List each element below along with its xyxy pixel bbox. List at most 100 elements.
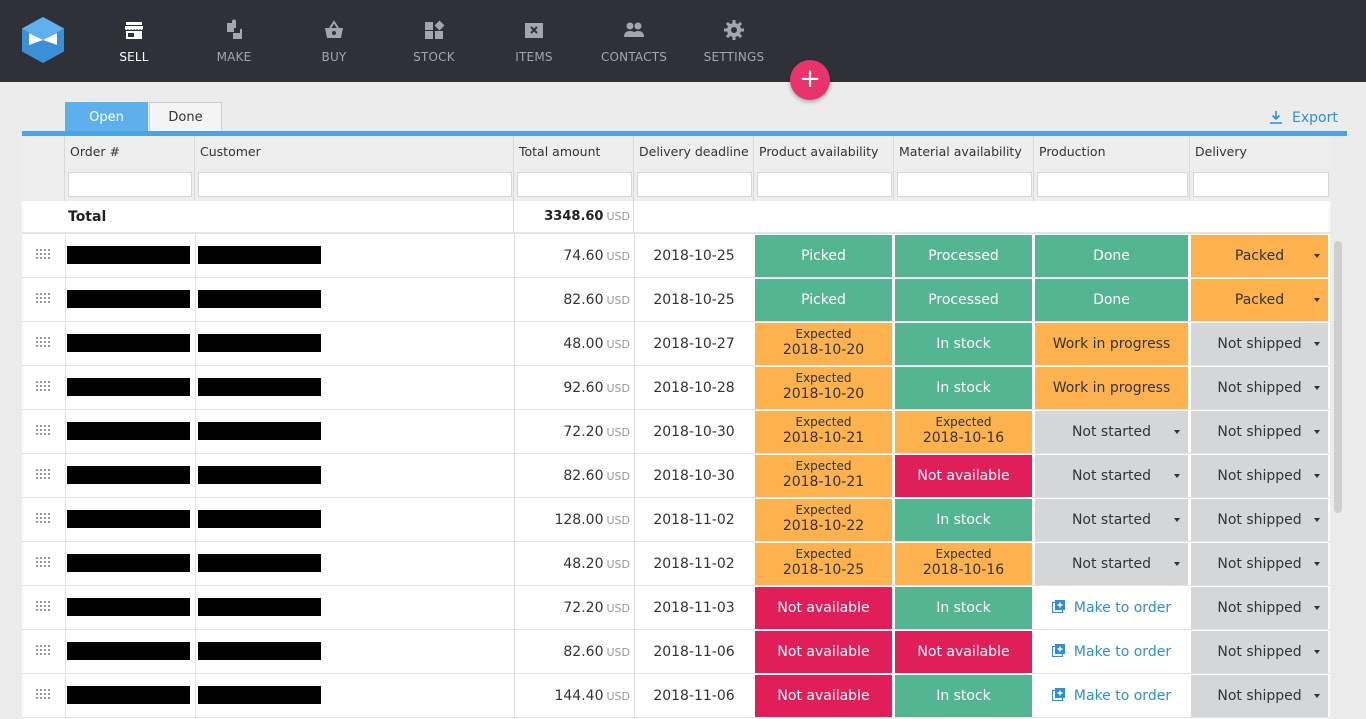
chevron-down-icon[interactable] [1314,342,1320,346]
material-availability-filter-input[interactable] [897,172,1032,197]
delivery-status-cell[interactable]: Packed [1191,279,1328,321]
drag-handle-icon[interactable] [36,469,52,481]
material-availability-cell[interactable]: Processed [895,235,1032,277]
production-status-cell[interactable]: Not started [1035,499,1188,541]
production-status-cell[interactable]: Make to order [1035,631,1188,673]
drag-handle-icon[interactable] [36,337,52,349]
table-row[interactable]: 48.00 USD 2018-10-27 Expected 2018-10-20 In s… [22,322,1330,366]
product-availability-cell[interactable]: Expected 2018-10-22 [755,499,892,541]
redacted-customer-name[interactable] [198,246,321,264]
delivery-status-cell[interactable]: Not shipped [1191,499,1328,541]
table-row[interactable]: 92.60 USD 2018-10-28 Expected 2018-10-20 In s… [22,366,1330,410]
product-availability-cell[interactable]: Not available [755,675,892,717]
table-row[interactable]: 72.20 USD 2018-10-30 Expected 2018-10-21 Expe… [22,410,1330,454]
delivery-filter-input[interactable] [1193,172,1329,197]
column-title-total-amount[interactable]: Total amount [519,144,601,159]
redacted-customer-name[interactable] [198,466,321,484]
production-status-cell[interactable]: Not started [1035,543,1188,585]
delivery-status-cell[interactable]: Not shipped [1191,367,1328,409]
chevron-down-icon[interactable] [1314,606,1320,610]
redacted-customer-name[interactable] [198,334,321,352]
nav-item-buy[interactable]: BUY [284,0,384,82]
chevron-down-icon[interactable] [1314,562,1320,566]
table-row[interactable]: 82.60 USD 2018-10-30 Expected 2018-10-21 Not … [22,454,1330,498]
product-availability-cell[interactable]: Picked [755,235,892,277]
nav-item-stock[interactable]: STOCK [384,0,484,82]
add-new-button[interactable]: + [790,60,830,100]
material-availability-cell[interactable]: Not available [895,631,1032,673]
redacted-order-number[interactable] [67,554,190,572]
material-availability-cell[interactable]: Not available [895,455,1032,497]
delivery-status-cell[interactable]: Packed [1191,235,1328,277]
chevron-down-icon[interactable] [1174,430,1180,434]
redacted-customer-name[interactable] [198,554,321,572]
redacted-customer-name[interactable] [198,378,321,396]
total-amount-filter-input[interactable] [517,172,632,197]
product-availability-cell[interactable]: Picked [755,279,892,321]
chevron-down-icon[interactable] [1314,694,1320,698]
chevron-down-icon[interactable] [1314,650,1320,654]
redacted-customer-name[interactable] [198,290,321,308]
table-row[interactable]: 72.20 USD 2018-11-03 Not available In stock M… [22,586,1330,630]
production-status-cell[interactable]: Work in progress [1035,367,1188,409]
material-availability-cell[interactable]: In stock [895,675,1032,717]
table-row[interactable]: 48.20 USD 2018-11-02 Expected 2018-10-25 Expe… [22,542,1330,586]
redacted-order-number[interactable] [67,510,190,528]
chevron-down-icon[interactable] [1174,474,1180,478]
production-filter-input[interactable] [1037,172,1188,197]
delivery-status-cell[interactable]: Not shipped [1191,411,1328,453]
redacted-order-number[interactable] [67,290,190,308]
product-availability-cell[interactable]: Expected 2018-10-20 [755,323,892,365]
delivery-status-cell[interactable]: Not shipped [1191,587,1328,629]
drag-handle-icon[interactable] [36,557,52,569]
production-status-cell[interactable]: Done [1035,235,1188,277]
drag-handle-icon[interactable] [36,513,52,525]
nav-item-sell[interactable]: SELL [84,0,184,82]
nav-item-items[interactable]: ITEMS [484,0,584,82]
chevron-down-icon[interactable] [1314,474,1320,478]
tab-done[interactable]: Done [149,102,222,132]
chevron-down-icon[interactable] [1314,298,1320,302]
nav-item-settings[interactable]: SETTINGS [684,0,784,82]
drag-handle-icon[interactable] [36,249,52,261]
delivery-deadline-filter-input[interactable] [637,172,752,197]
production-status-cell[interactable]: Make to order [1035,675,1188,717]
material-availability-cell[interactable]: In stock [895,323,1032,365]
product-availability-cell[interactable]: Expected 2018-10-20 [755,367,892,409]
redacted-order-number[interactable] [67,378,190,396]
redacted-order-number[interactable] [67,642,190,660]
delivery-status-cell[interactable]: Not shipped [1191,675,1328,717]
column-title-material-availability[interactable]: Material availability [899,144,1022,159]
redacted-customer-name[interactable] [198,510,321,528]
column-title-order[interactable]: Order # [70,144,120,159]
export-button[interactable]: Export [1270,110,1338,126]
app-logo-icon[interactable] [22,17,64,63]
table-row[interactable]: 128.00 USD 2018-11-02 Expected 2018-10-22 In … [22,498,1330,542]
drag-handle-icon[interactable] [36,689,52,701]
column-title-delivery[interactable]: Delivery [1195,144,1247,159]
product-availability-filter-input[interactable] [757,172,892,197]
chevron-down-icon[interactable] [1314,518,1320,522]
chevron-down-icon[interactable] [1174,562,1180,566]
material-availability-cell[interactable]: Expected 2018-10-16 [895,543,1032,585]
drag-handle-icon[interactable] [36,645,52,657]
redacted-order-number[interactable] [67,598,190,616]
material-availability-cell[interactable]: Expected 2018-10-16 [895,411,1032,453]
chevron-down-icon[interactable] [1314,254,1320,258]
redacted-order-number[interactable] [67,466,190,484]
drag-handle-icon[interactable] [36,293,52,305]
order-filter-input[interactable] [68,172,192,197]
delivery-status-cell[interactable]: Not shipped [1191,455,1328,497]
chevron-down-icon[interactable] [1314,430,1320,434]
delivery-status-cell[interactable]: Not shipped [1191,323,1328,365]
redacted-customer-name[interactable] [198,422,321,440]
tab-open[interactable]: Open [65,102,148,132]
production-status-cell[interactable]: Not started [1035,411,1188,453]
product-availability-cell[interactable]: Not available [755,587,892,629]
redacted-customer-name[interactable] [198,686,321,704]
material-availability-cell[interactable]: In stock [895,499,1032,541]
production-status-cell[interactable]: Work in progress [1035,323,1188,365]
product-availability-cell[interactable]: Expected 2018-10-21 [755,455,892,497]
column-title-production[interactable]: Production [1039,144,1106,159]
table-row[interactable]: 82.60 USD 2018-11-06 Not available Not avail… [22,630,1330,674]
